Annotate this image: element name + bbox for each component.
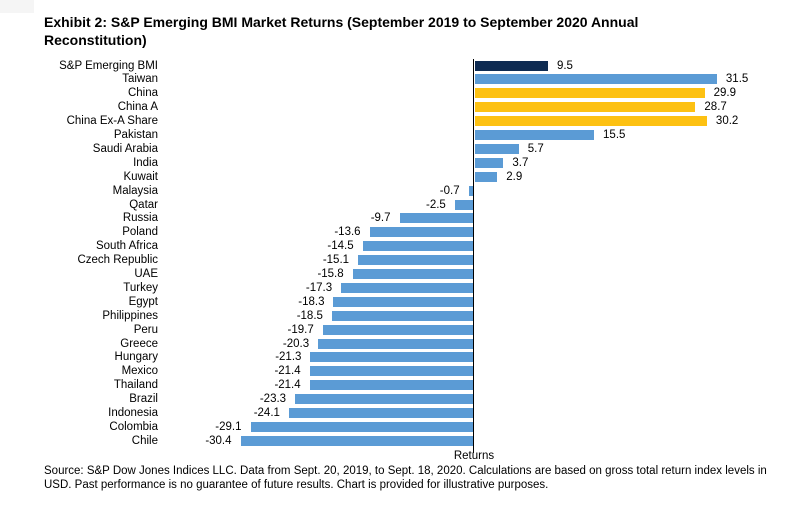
bar [362,241,474,252]
category-label: Taiwan [122,73,158,86]
bar [310,352,474,363]
bar-value-label: -17.3 [305,281,333,294]
chart-title: Exhibit 2: S&P Emerging BMI Market Retur… [44,14,639,48]
category-label: China Ex-A Share [66,115,158,128]
bar [475,130,595,140]
bar-value-label: 29.9 [713,87,737,100]
bar-value-label: -24.1 [253,407,280,419]
bar-value-label: 9.5 [556,59,573,72]
bar [475,171,498,182]
bar [475,60,548,71]
bar [341,282,474,293]
bar [333,296,474,307]
category-label: Egypt [128,295,158,308]
category-label: China [127,87,158,100]
category-label: India [133,156,158,169]
x-axis-label: Returns [453,450,495,462]
bar-value-label: 28.7 [704,101,727,114]
category-label: Mexico [121,365,158,378]
bar-value-label: -9.7 [370,212,391,225]
bar-value-label: -30.4 [205,434,232,447]
category-label: South Africa [95,240,158,253]
bar-value-label: 5.7 [527,142,544,155]
bar [295,394,474,405]
bar [309,366,474,377]
scrollbar-corner-artifact [0,0,34,13]
category-label: Hungary [114,351,158,364]
bar [250,421,474,432]
category-label: Qatar [129,198,158,211]
bar-value-label: 31.5 [725,73,749,86]
bar [240,435,474,446]
bar-value-label: -0.7 [439,184,460,197]
bar-value-label: -21.4 [274,365,301,378]
bar [331,310,474,321]
category-label: Russia [122,212,158,225]
category-label: S&P Emerging BMI [59,59,158,72]
category-label: Indonesia [108,407,158,419]
category-label: UAE [134,268,158,280]
bar-value-label: -18.5 [296,309,323,322]
bar [475,116,707,127]
source-note: Source: S&P Dow Jones Indices LLC. Data … [44,465,767,491]
bar-value-label: -18.3 [298,295,325,308]
bar-value-label: -15.1 [322,254,350,267]
bar-value-label: -21.3 [275,351,302,364]
bar-value-label: -19.7 [287,323,314,336]
category-label: Saudi Arabia [92,142,158,155]
bar [322,324,474,335]
category-label: Czech Republic [77,254,158,267]
bar [399,213,474,224]
bar-value-label: -23.3 [259,393,287,406]
category-label: China A [117,101,158,114]
bar [454,199,474,210]
bar [352,269,474,279]
bar [468,185,474,196]
bar-value-label: -29.1 [215,420,242,433]
bar-value-label: -13.6 [334,226,361,239]
bar-value-label: -20.3 [282,337,310,350]
bar-value-label: -2.5 [425,198,446,211]
zero-axis-tick [473,449,474,453]
category-label: Thailand [113,379,158,392]
bar [475,102,696,113]
category-label: Turkey [123,281,158,294]
category-label: Malaysia [112,184,158,197]
bar [475,88,705,99]
category-label: Greece [120,337,158,350]
bar-value-label: -14.5 [327,240,354,253]
zero-axis-line [473,59,474,449]
category-label: Colombia [109,420,158,433]
bar-value-label: -21.4 [274,379,301,392]
bar [309,380,474,391]
category-label: Pakistan [113,129,158,141]
category-label: Kuwait [123,170,158,183]
bar [475,143,519,154]
bar-value-label: 2.9 [506,170,523,183]
bar [475,157,504,168]
category-label: Peru [133,323,158,336]
bar-value-label: 30.2 [715,115,739,128]
bar [369,227,474,238]
bar-value-label: 15.5 [603,129,626,141]
category-label: Brazil [129,393,158,406]
bar [288,408,474,418]
bar [475,74,717,85]
bar [318,338,474,349]
bar-value-label: 3.7 [512,156,529,169]
bar [358,255,474,266]
bar-value-label: -15.8 [317,268,344,280]
category-label: Poland [122,226,158,239]
category-label: Philippines [102,309,158,322]
category-label: Chile [131,434,158,447]
